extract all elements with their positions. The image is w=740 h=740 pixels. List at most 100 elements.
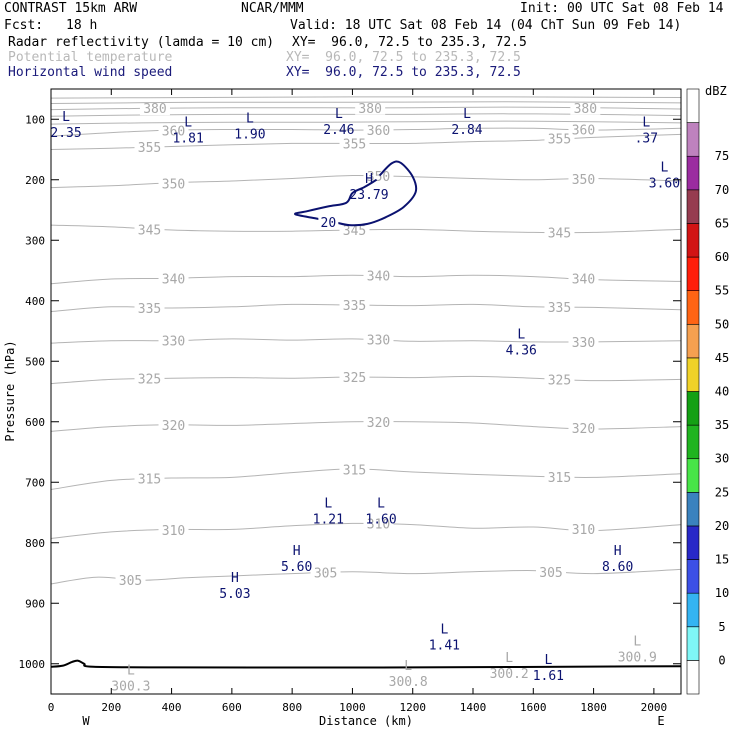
forecast-label: Fcst:: [4, 18, 44, 33]
theta-label-bg: [363, 123, 394, 138]
theta-extremum-value: 300.2: [490, 667, 529, 682]
y-tick-label: 600: [25, 416, 45, 429]
wind-extremum-value: 1.61: [533, 669, 564, 684]
field-wind-name: Horizontal wind speed: [8, 65, 173, 80]
colorbar-level-label: 60: [715, 250, 729, 264]
colorbar-level-label: 75: [715, 149, 729, 163]
theta-contour-label: 320: [572, 422, 595, 437]
wind-extremum-marker: H: [614, 544, 622, 559]
wind-extremum-marker: L: [377, 497, 385, 512]
colorbar-level-label: 0: [718, 653, 725, 667]
theta-label-bg: [355, 100, 386, 115]
colorbar-level-label: 35: [715, 418, 729, 432]
theta-label-bg: [544, 469, 575, 484]
theta-label-bg: [134, 300, 165, 315]
wind-extremum-marker: H: [231, 571, 239, 586]
theta-contour: [50, 174, 682, 189]
theta-label-bg: [158, 271, 189, 286]
theta-contour-label: 350: [572, 173, 595, 188]
wind-extremum-marker: H: [293, 544, 301, 559]
theta-label-bg: [363, 268, 394, 283]
theta-label-bg: [570, 100, 601, 115]
theta-label-bg: [363, 516, 394, 531]
theta-contour-label: 310: [572, 523, 595, 538]
theta-contour-label: 335: [548, 301, 571, 316]
wind-extremum-value: 8.60: [602, 560, 633, 575]
theta-contour-label: 310: [162, 524, 185, 539]
wind-extremum-marker: L: [184, 116, 192, 131]
colorbar-swatch: [686, 290, 700, 325]
theta-contour: [50, 274, 682, 285]
theta-contour: [50, 127, 682, 137]
theta-label-bg: [544, 300, 575, 315]
theta-label-bg: [158, 522, 189, 537]
theta-contour-label: 320: [367, 416, 390, 431]
theta-label-bg: [363, 414, 394, 429]
theta-contour-label: 345: [138, 223, 161, 238]
wind-extremum-value: 2.84: [451, 123, 482, 138]
x-tick-label: 0: [48, 701, 55, 714]
colorbar-swatch: [686, 357, 700, 392]
theta-label-bg: [568, 122, 599, 137]
theta-label-bg: [536, 564, 567, 579]
colorbar-level-label: 30: [715, 452, 729, 466]
theta-contour-label: 345: [548, 226, 571, 241]
wind-label-bg: [318, 215, 339, 230]
colorbar-swatch: [686, 559, 700, 594]
wind-extremum-value: 1.41: [429, 639, 460, 654]
theta-contour: [50, 120, 682, 125]
wind-extremum-value: 2.35: [50, 126, 81, 141]
theta-label-bg: [568, 421, 599, 436]
theta-contour-label: 330: [162, 335, 185, 350]
wind-extremum-value: 1.21: [313, 513, 344, 528]
wind-extremum-marker: L: [62, 110, 70, 125]
theta-contour-label: 325: [548, 374, 571, 389]
colorbar-level-label: 20: [715, 519, 729, 533]
theta-contour-label: 315: [138, 472, 161, 487]
wind-extremum-marker: L: [246, 111, 254, 126]
theta-label-bg: [339, 462, 370, 477]
theta-contour-label: 315: [343, 464, 366, 479]
theta-label-bg: [544, 372, 575, 387]
wind-speed-contour: [294, 160, 418, 227]
wind-contour-label: 20: [321, 216, 337, 231]
wind-extremum-value: 23.79: [349, 188, 388, 203]
wind-speed-layer: 20: [294, 160, 418, 231]
wind-extremum-marker: L: [324, 497, 332, 512]
theta-label-bg: [544, 225, 575, 240]
x-tick-label: 1200: [399, 701, 426, 714]
theta-label-bg: [339, 370, 370, 385]
field-reflectivity-name: Radar reflectivity (lamda = 10 cm): [8, 35, 275, 50]
x-tick-label: 400: [162, 701, 182, 714]
colorbar-swatch: [686, 660, 700, 695]
theta-contour-label: 330: [367, 333, 390, 348]
y-tick-label: 700: [25, 476, 45, 489]
theta-contour-label: 355: [548, 133, 571, 148]
theta-contour-label: 325: [343, 371, 366, 386]
y-axis-label: Pressure (hPa): [3, 340, 17, 441]
theta-extremum-marker: L: [505, 651, 513, 666]
wind-extremum-value: 5.60: [281, 560, 312, 575]
theta-extremum-value: 300.9: [618, 651, 657, 666]
colorbar-unit: dBZ: [705, 84, 727, 98]
extrema-layer: L2.35L1.81L1.90L2.46L2.84L.37L3.60H23.79…: [50, 107, 680, 695]
theta-contour-label: 350: [162, 177, 185, 192]
theta-contour-label: 355: [343, 137, 366, 152]
theta-label-bg: [363, 332, 394, 347]
colorbar: 0 5 10 15 20 25 30 35 40 45 50 55 60 65 70 75: [686, 88, 729, 695]
y-tick-label: 1000: [19, 658, 46, 671]
colorbar-swatch: [686, 626, 700, 661]
colorbar-swatch: [686, 256, 700, 291]
colorbar-level-label: 50: [715, 317, 729, 331]
x-tick-label: 2000: [641, 701, 668, 714]
theta-label-bg: [134, 471, 165, 486]
theta-contour: [50, 338, 682, 344]
theta-label-bg: [339, 222, 370, 237]
y-tick-label: 400: [25, 295, 45, 308]
colorbar-swatch: [686, 88, 700, 123]
y-tick-label: 800: [25, 537, 45, 550]
colorbar-swatch: [686, 122, 700, 157]
colorbar-swatch: [686, 458, 700, 493]
theta-contour-label: 310: [367, 518, 390, 533]
x-tick-label: 1000: [339, 701, 366, 714]
